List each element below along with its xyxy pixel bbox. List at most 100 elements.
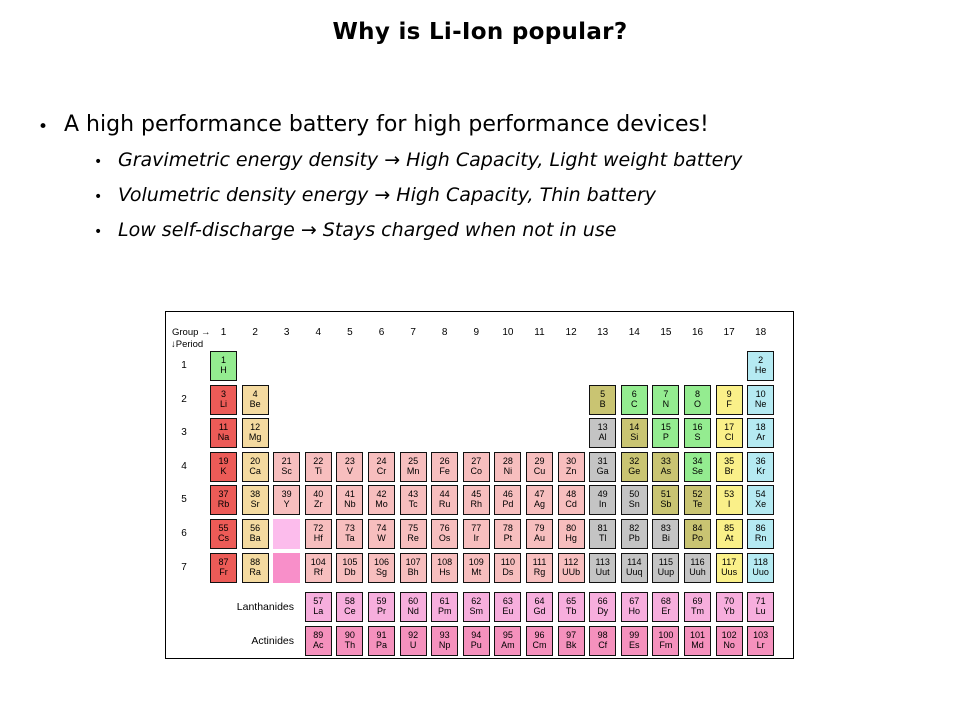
atomic-number: 86 — [755, 523, 766, 533]
atomic-number: 72 — [313, 523, 324, 533]
element-Ir: 77 Ir — [462, 519, 490, 549]
element-Br: 35 Br — [715, 451, 743, 482]
element-symbol: Pr — [377, 606, 386, 616]
element-symbol: Ni — [503, 465, 513, 476]
group-number: 14 — [628, 327, 640, 338]
period-axis-label: ↓Period — [171, 339, 204, 350]
atomic-number: 114 — [627, 556, 642, 567]
element-symbol: Th — [344, 640, 356, 650]
element-Ni: 28 Ni — [494, 451, 522, 482]
element-symbol: Pu — [470, 640, 482, 650]
element-Tl: 81 Tl — [589, 519, 617, 549]
element-Po: 84 Po — [684, 519, 711, 549]
group-number: 12 — [565, 327, 577, 338]
atomic-number: 62 — [471, 596, 482, 606]
element-symbol: Uup — [657, 566, 675, 577]
element-Pr: 59 Pr — [368, 592, 395, 622]
element-symbol: Mg — [248, 432, 262, 443]
element-Eu: 63 Eu — [494, 592, 522, 622]
element-Zr: 40 Zr — [304, 485, 332, 516]
element-symbol: Cm — [532, 640, 547, 650]
atomic-number: 30 — [566, 455, 577, 466]
atomic-number: 113 — [595, 556, 610, 567]
element-Uuh: 116 Uuh — [684, 552, 711, 583]
element-Tb: 65 Tb — [557, 592, 585, 622]
sub-bullet-1: • Gravimetric energy density → High Capa… — [94, 149, 934, 175]
element-P: 15 P — [652, 418, 680, 449]
element-symbol: Ta — [345, 533, 355, 543]
atomic-number: 35 — [724, 455, 735, 466]
element-symbol: Be — [249, 398, 261, 409]
element-Mg: 12 Mg — [241, 418, 269, 449]
element-symbol: No — [723, 640, 735, 650]
element-symbol: Ar — [756, 432, 766, 443]
element-symbol: Na — [217, 432, 230, 443]
element-I: 53 I — [715, 485, 743, 516]
element-Np: 93 Np — [431, 626, 459, 656]
element-symbol: Db — [344, 566, 356, 577]
atomic-number: 20 — [250, 455, 261, 466]
element-Ne: 10 Ne — [747, 384, 775, 415]
group-number: 3 — [283, 327, 290, 338]
element-Th: 90 Th — [336, 626, 364, 656]
element-Uut: 113 Uut — [589, 552, 617, 583]
period-number: 4 — [181, 460, 187, 472]
atomic-number: 45 — [471, 489, 482, 500]
element-Uus: 117 Uus — [715, 552, 743, 583]
element-V: 23 V — [336, 451, 364, 482]
atomic-number: 110 — [500, 556, 516, 567]
element-Bi: 83 Bi — [652, 519, 680, 549]
atomic-number: 59 — [376, 596, 387, 606]
element-Cl: 17 Cl — [715, 418, 743, 449]
element-symbol: Sn — [628, 499, 640, 510]
element-symbol: Ag — [533, 499, 545, 510]
atomic-number: 105 — [342, 556, 358, 567]
atomic-number: 52 — [692, 489, 703, 500]
element-Db: 105 Db — [336, 552, 364, 583]
element-Ge: 32 Ge — [620, 451, 648, 482]
element-Hf: 72 Hf — [304, 519, 332, 549]
element-Hg: 80 Hg — [557, 519, 585, 549]
element-Pu: 94 Pu — [462, 626, 490, 656]
atomic-number: 75 — [408, 523, 419, 533]
element-Rh: 45 Rh — [462, 485, 490, 516]
element-Md: 101 Md — [684, 626, 711, 656]
element-Tc: 43 Tc — [399, 485, 427, 516]
element-symbol: Lr — [756, 640, 765, 650]
actinide-placeholder-cell — [273, 552, 301, 583]
atomic-number: 65 — [566, 596, 577, 606]
element-symbol: Y — [283, 499, 290, 510]
element-Cs: 55 Cs — [210, 519, 237, 549]
element-Cr: 24 Cr — [368, 451, 395, 482]
atomic-number: 32 — [629, 455, 640, 466]
element-symbol: Fr — [219, 566, 228, 577]
element-symbol: UUb — [562, 566, 581, 577]
main-bullet-text: A high performance battery for high perf… — [64, 112, 709, 137]
element-symbol: Al — [598, 432, 607, 443]
element-Am: 95 Am — [494, 626, 522, 656]
group-number: 9 — [473, 327, 480, 338]
element-Ho: 67 Ho — [620, 592, 648, 622]
atomic-number: 41 — [344, 489, 355, 500]
element-symbol: Cl — [724, 432, 734, 443]
atomic-number: 64 — [534, 596, 545, 606]
element-Ba: 56 Ba — [241, 519, 269, 549]
atomic-number: 87 — [218, 556, 229, 567]
element-symbol: Hg — [565, 533, 577, 543]
element-symbol: Yb — [723, 606, 735, 616]
atomic-number: 40 — [313, 489, 324, 500]
element-symbol: Ho — [628, 606, 641, 616]
atomic-number: 44 — [439, 489, 450, 500]
element-Sg: 106 Sg — [368, 552, 395, 583]
atomic-number: 28 — [502, 455, 513, 466]
element-Pt: 78 Pt — [494, 519, 522, 549]
element-symbol: Tc — [408, 499, 418, 510]
element-As: 33 As — [652, 451, 680, 482]
period-number: 2 — [181, 393, 187, 405]
atomic-number: 12 — [250, 422, 261, 433]
element-symbol: Bi — [661, 533, 670, 543]
group-number: 11 — [534, 327, 545, 338]
element-Lr: 103 Lr — [747, 626, 775, 656]
atomic-number: 102 — [721, 630, 737, 640]
